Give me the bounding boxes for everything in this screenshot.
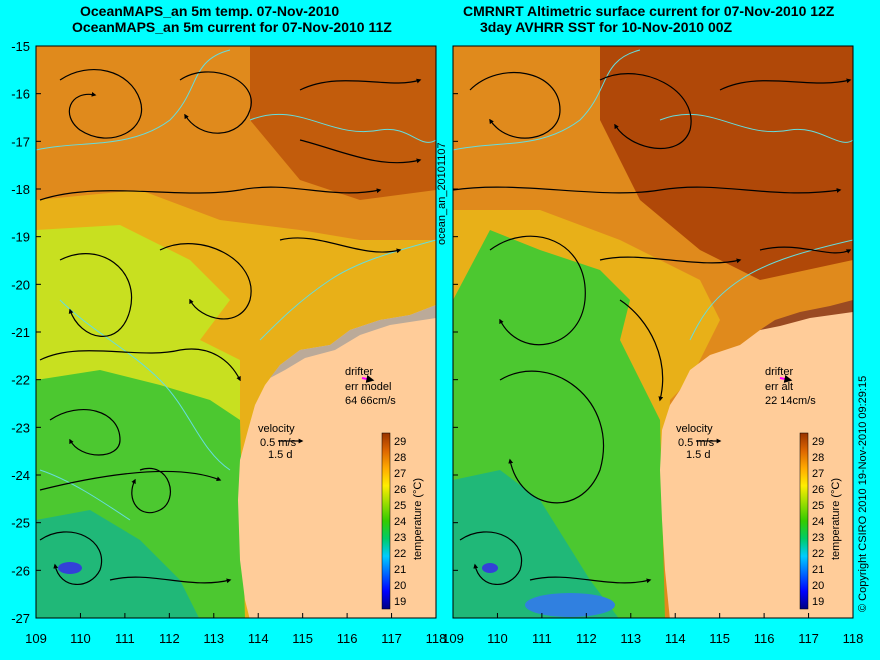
colorbar-tick-label: 24	[394, 516, 406, 528]
sst-field-cool	[36, 510, 199, 618]
colorbar-tick-label: 28	[394, 452, 406, 464]
drifter-track	[361, 374, 375, 383]
x-tick-label: 118	[426, 631, 447, 646]
colorbar-tick-label: 27	[812, 468, 824, 480]
coast-sand	[270, 305, 436, 378]
colorbar-tick-label: 25	[394, 500, 406, 512]
x-tick-label: 114	[665, 631, 686, 646]
right-velocity-days: 1.5 d	[686, 449, 710, 461]
right-colorbar-label: temperature (°C)	[830, 478, 842, 560]
colorbar-tick-label: 20	[394, 580, 406, 592]
x-tick-label: 111	[532, 631, 552, 646]
colorbar-tick-label: 21	[394, 564, 406, 576]
right-drifter-err-value: 22 14cm/s	[765, 395, 816, 407]
coastline	[36, 49, 436, 341]
left-velocity-days: 1.5 d	[268, 449, 292, 461]
sst-field-darkwarm	[600, 46, 853, 280]
right-title-line1: CMRNRT Altimetric surface current for 07…	[463, 3, 835, 19]
contour-line	[39, 299, 231, 521]
colorbar-tick-label: 24	[812, 516, 824, 528]
x-tick-label: 110	[70, 631, 91, 646]
colorbar-tick-label: 21	[812, 564, 824, 576]
coastline	[453, 49, 853, 341]
current-streamlines	[39, 69, 422, 585]
right-drifter-err-label: err alt	[765, 381, 793, 393]
y-tick-label: -25	[11, 516, 30, 531]
right-velocity-scale: 0.5 m/s	[678, 437, 715, 449]
sst-cold-spot	[58, 562, 82, 574]
y-tick-label: -23	[11, 420, 30, 435]
axis-tick-labels: 109 110 111 112 113 114 115 116 117 118 -15 -16 -17 -…	[11, 39, 863, 646]
x-tick-label: 113	[620, 631, 641, 646]
y-tick-label: -15	[11, 39, 30, 54]
coast-sand	[760, 300, 853, 330]
x-tick-label: 112	[159, 631, 180, 646]
left-colorbar-label: temperature (°C)	[412, 478, 424, 560]
x-tick-label: 113	[203, 631, 224, 646]
sst-cold-patch	[525, 593, 615, 617]
sst-field-cool	[453, 470, 619, 618]
x-tick-label: 116	[754, 631, 775, 646]
y-tick-label: -22	[11, 373, 30, 388]
y-tick-label: -27	[11, 611, 30, 626]
y-tick-label: -19	[11, 230, 30, 245]
colorbar-tick-label: 25	[812, 500, 824, 512]
right-map-panel: drifter err alt 22 14cm/s velocity 0.5 m…	[452, 45, 854, 619]
drifter-track	[779, 374, 793, 383]
colorbar-tick-label: 22	[394, 548, 406, 560]
x-tick-label: 117	[381, 631, 402, 646]
copyright-text: © Copyright CSIRO 2010 19-Nov-2010 09:29…	[857, 375, 869, 612]
colorbar-tick-label: 26	[394, 484, 406, 496]
x-tick-label: 115	[292, 631, 313, 646]
y-tick-label: -16	[11, 87, 30, 102]
current-streamlines	[453, 72, 852, 585]
colorbar-tick-label: 28	[812, 452, 824, 464]
x-tick-label: 112	[576, 631, 597, 646]
sst-field-darkwarm	[250, 46, 436, 200]
right-title-line2: 3day AVHRR SST for 10-Nov-2010 00Z	[480, 19, 733, 35]
left-title-line2: OceanMAPS_an 5m current for 07-Nov-2010 …	[72, 19, 392, 35]
colorbar-tick-label: 26	[812, 484, 824, 496]
y-tick-label: -20	[11, 277, 30, 292]
left-colorbar-ticks: 19 20 21 22 23 24 25 26 27 28 29	[394, 436, 406, 608]
left-map-panel: drifter err model 64 66cm/s velocity 0.5…	[35, 45, 437, 619]
colorbar-tick-label: 27	[394, 468, 406, 480]
colorbar-tick-label: 29	[394, 436, 406, 448]
colorbar-tick-label: 19	[812, 596, 824, 608]
x-tick-label: 111	[115, 631, 135, 646]
colorbar-tick-label: 20	[812, 580, 824, 592]
left-title-line1: OceanMAPS_an 5m temp. 07-Nov-2010	[80, 3, 340, 19]
left-velocity-label: velocity	[258, 423, 295, 435]
left-drifter-err-value: 64 66cm/s	[345, 395, 396, 407]
x-tick-label: 118	[843, 631, 864, 646]
x-tick-label: 115	[709, 631, 730, 646]
left-drifter-label: drifter	[345, 366, 373, 378]
x-tick-label: 114	[248, 631, 269, 646]
x-tick-label: 109	[442, 631, 464, 646]
y-tick-label: -17	[11, 134, 30, 149]
colorbar-tick-label: 19	[394, 596, 406, 608]
right-drifter-label: drifter	[765, 366, 793, 378]
colorbar-tick-label: 23	[812, 532, 824, 544]
x-tick-label: 110	[487, 631, 508, 646]
x-tick-label: 117	[798, 631, 819, 646]
y-tick-label: -18	[11, 182, 30, 197]
colorbar-tick-label: 23	[394, 532, 406, 544]
x-tick-label: 116	[337, 631, 358, 646]
y-tick-label: -21	[11, 325, 30, 340]
y-tick-label: -24	[11, 468, 30, 483]
left-colorbar	[381, 432, 391, 610]
right-velocity-label: velocity	[676, 423, 713, 435]
y-tick-label: -26	[11, 563, 30, 578]
sst-cold-spot	[482, 563, 498, 573]
left-velocity-scale: 0.5 m/s	[260, 437, 297, 449]
right-colorbar	[799, 432, 809, 610]
left-drifter-err-label: err model	[345, 381, 391, 393]
colorbar-tick-label: 29	[812, 436, 824, 448]
right-colorbar-ticks: 19 20 21 22 23 24 25 26 27 28 29	[812, 436, 824, 608]
x-tick-label: 109	[25, 631, 47, 646]
colorbar-tick-label: 22	[812, 548, 824, 560]
side-label: ocean_an_20101107	[436, 142, 448, 245]
